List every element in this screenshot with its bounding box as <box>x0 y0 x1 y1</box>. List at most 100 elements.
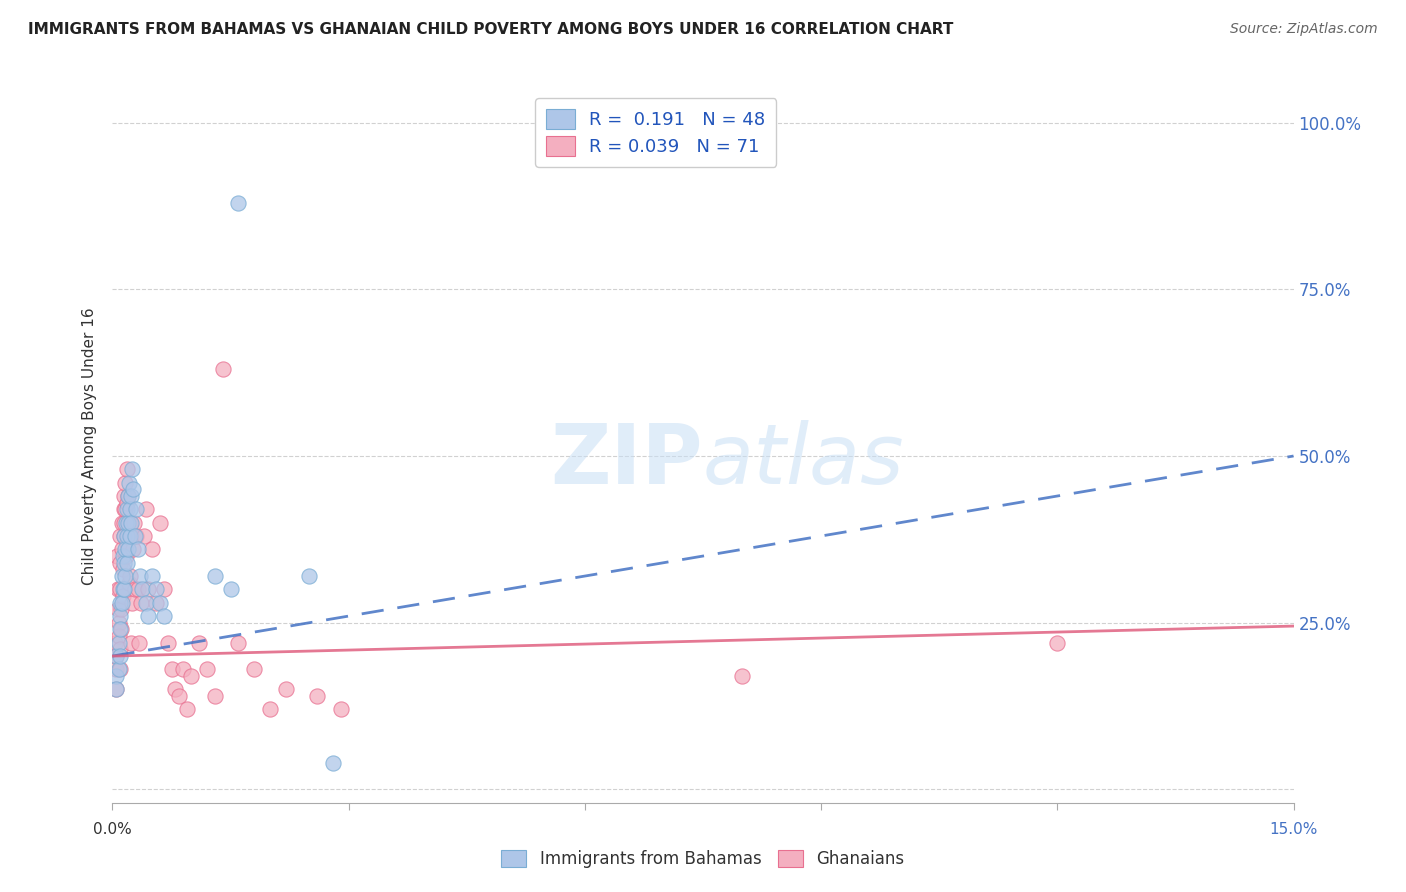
Point <box>114 502 136 516</box>
Text: atlas: atlas <box>703 420 904 500</box>
Y-axis label: Child Poverty Among Boys Under 16: Child Poverty Among Boys Under 16 <box>82 307 97 585</box>
Point <box>112 582 135 597</box>
Point <box>228 636 250 650</box>
Point <box>120 529 142 543</box>
Point <box>115 556 138 570</box>
Point <box>219 582 242 597</box>
Point <box>195 662 218 676</box>
Point <box>110 609 132 624</box>
Point <box>132 529 155 543</box>
Point <box>129 596 152 610</box>
Point <box>135 502 157 516</box>
Point <box>110 596 132 610</box>
Text: Source: ZipAtlas.com: Source: ZipAtlas.com <box>1230 22 1378 37</box>
Point <box>121 596 143 610</box>
Point <box>152 582 174 597</box>
Point <box>111 582 134 597</box>
Legend: Immigrants from Bahamas, Ghanaians: Immigrants from Bahamas, Ghanaians <box>495 843 911 875</box>
Point <box>172 662 194 676</box>
Point <box>136 582 159 597</box>
Point <box>107 662 129 676</box>
Point <box>110 529 132 543</box>
Point <box>107 582 129 597</box>
Point <box>105 682 128 697</box>
Point <box>149 596 172 610</box>
Point <box>115 496 138 510</box>
Point <box>105 669 128 683</box>
Point <box>117 489 139 503</box>
Point <box>124 582 146 597</box>
Point <box>141 569 163 583</box>
Point <box>125 529 148 543</box>
Text: 0.0%: 0.0% <box>93 822 132 837</box>
Point <box>105 682 128 697</box>
Point <box>243 662 266 676</box>
Point <box>1046 636 1069 650</box>
Point <box>118 529 141 543</box>
Point <box>307 689 329 703</box>
Point <box>118 502 141 516</box>
Point <box>108 662 131 676</box>
Point <box>118 569 141 583</box>
Point <box>204 689 226 703</box>
Point <box>211 362 233 376</box>
Point <box>136 609 159 624</box>
Point <box>110 623 132 637</box>
Point <box>111 542 134 557</box>
Point <box>115 549 138 563</box>
Point <box>204 569 226 583</box>
Point <box>122 542 145 557</box>
Point <box>111 516 134 530</box>
Point <box>110 623 132 637</box>
Point <box>128 636 150 650</box>
Point <box>112 516 135 530</box>
Point <box>149 516 172 530</box>
Point <box>104 636 127 650</box>
Point <box>259 702 281 716</box>
Point <box>115 529 138 543</box>
Point <box>117 489 139 503</box>
Point <box>118 575 141 590</box>
Point <box>110 582 132 597</box>
Point <box>165 682 187 697</box>
Point <box>114 569 136 583</box>
Point <box>104 649 127 664</box>
Point <box>112 556 135 570</box>
Point <box>117 529 139 543</box>
Point <box>176 702 198 716</box>
Point <box>105 549 128 563</box>
Point <box>107 615 129 630</box>
Point <box>117 542 139 557</box>
Point <box>135 596 157 610</box>
Point <box>180 669 202 683</box>
Point <box>145 596 167 610</box>
Point <box>169 689 191 703</box>
Point <box>188 636 211 650</box>
Point <box>118 475 141 490</box>
Point <box>112 529 135 543</box>
Point <box>111 569 134 583</box>
Point <box>329 702 352 716</box>
Point <box>120 516 142 530</box>
Point <box>131 582 153 597</box>
Point <box>129 569 152 583</box>
Point <box>121 462 143 476</box>
Point <box>117 516 139 530</box>
Point <box>105 662 128 676</box>
Point <box>156 636 179 650</box>
Legend: R =  0.191   N = 48, R = 0.039   N = 71: R = 0.191 N = 48, R = 0.039 N = 71 <box>536 98 776 167</box>
Point <box>160 662 183 676</box>
Point <box>110 602 132 616</box>
Point <box>228 195 250 210</box>
Point <box>322 756 344 770</box>
Point <box>298 569 321 583</box>
Point <box>107 602 129 616</box>
Point <box>122 516 145 530</box>
Point <box>108 642 131 657</box>
Point <box>111 549 134 563</box>
Point <box>112 529 135 543</box>
Point <box>125 502 148 516</box>
Point <box>127 542 149 557</box>
Point <box>110 649 132 664</box>
Point <box>118 516 141 530</box>
